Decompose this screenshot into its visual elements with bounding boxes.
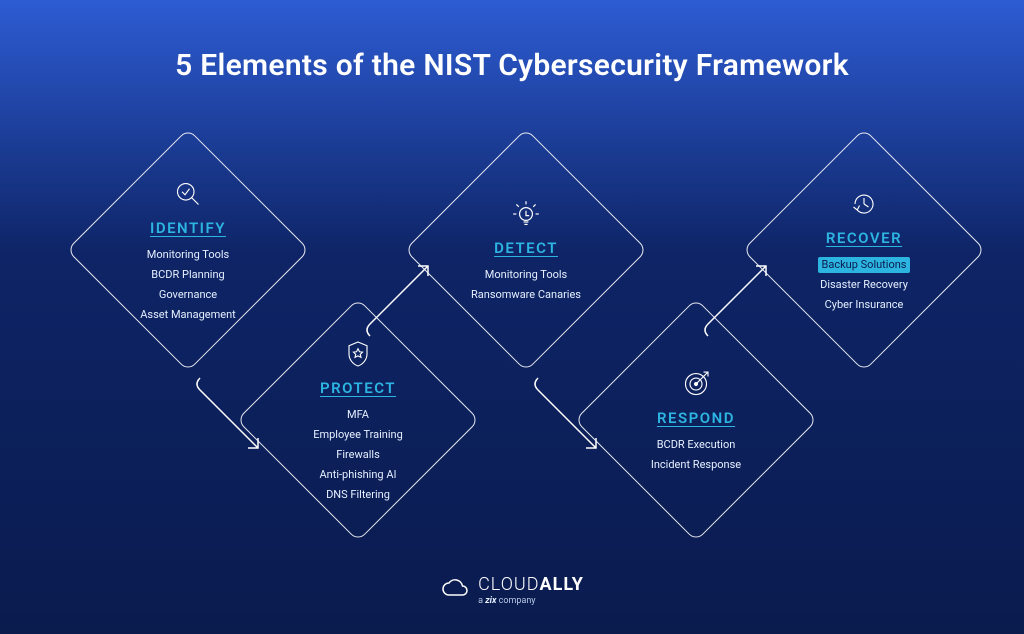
brand-name: CLOUDALLY — [478, 576, 584, 594]
identify-item: Monitoring Tools — [147, 247, 230, 263]
magnifier-check-icon — [173, 177, 203, 211]
respond-item: Incident Response — [651, 457, 741, 473]
protect-item: Employee Training — [313, 427, 403, 443]
brand-logo: CLOUDALLY a zix company — [440, 576, 584, 606]
infographic-root: 5 Elements of the NIST Cybersecurity Fra… — [0, 0, 1024, 634]
brand-light: CLOUD — [478, 574, 539, 595]
identify-heading: IDENTIFY — [150, 219, 226, 237]
recover-item-highlighted: Backup Solutions — [818, 257, 911, 273]
footer: CLOUDALLY a zix company — [0, 576, 1024, 606]
identify-item: BCDR Planning — [151, 267, 224, 283]
protect-item: Firewalls — [336, 447, 380, 463]
target-arrow-icon — [681, 367, 711, 401]
protect-item: MFA — [347, 407, 369, 423]
lightbulb-icon — [510, 197, 542, 231]
detect-item: Monitoring Tools — [485, 267, 568, 283]
recover-item: Cyber Insurance — [825, 297, 904, 313]
detect-heading: DETECT — [494, 239, 558, 257]
shield-star-icon — [343, 337, 373, 371]
recover-heading: RECOVER — [826, 229, 902, 247]
identify-item: Governance — [159, 287, 217, 303]
protect-heading: PROTECT — [320, 379, 396, 397]
brand-bold: ALLY — [540, 574, 584, 595]
recover-item: Disaster Recovery — [820, 277, 908, 293]
respond-heading: RESPOND — [657, 409, 735, 427]
protect-item: Anti-phishing AI — [319, 467, 396, 483]
respond-item: BCDR Execution — [657, 437, 736, 453]
brand-tagline: a zix company — [478, 597, 584, 606]
clock-restore-icon — [849, 187, 879, 221]
cloud-icon — [440, 578, 470, 604]
detect-item: Ransomware Canaries — [471, 287, 581, 303]
diamond-container: IDENTIFY Monitoring Tools BCDR Planning … — [0, 0, 1024, 634]
identify-item: Asset Management — [140, 307, 236, 323]
protect-item: DNS Filtering — [326, 487, 390, 503]
